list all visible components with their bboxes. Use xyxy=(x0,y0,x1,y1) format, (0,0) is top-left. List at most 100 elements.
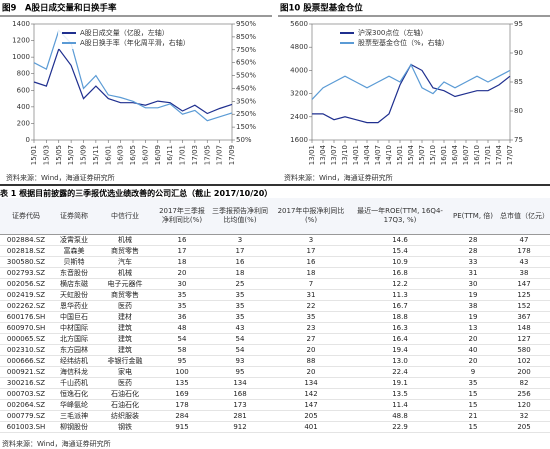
table-cell: 35 xyxy=(448,377,498,389)
y-tick-label: 4000 xyxy=(290,66,308,74)
table-cell: 16.8 xyxy=(352,267,448,279)
table-cell: 32 xyxy=(498,410,550,422)
table-row: 000666.SZ 经纬纺机 非银行金融 95 93 88 13.0 20 102 xyxy=(0,355,550,367)
legend-label: 沪深300点位（左轴） xyxy=(358,28,427,37)
table-cell: 135 xyxy=(154,377,210,389)
y2-tick-label: 850% xyxy=(236,33,256,41)
table-cell: 15 xyxy=(448,399,498,411)
y-tick-label: 0 xyxy=(26,136,30,144)
x-tick-label: 17/09 xyxy=(228,145,236,165)
header-cell: 2017年中报净利同比(%) xyxy=(270,198,352,235)
header-cell: PE(TTM, 倍) xyxy=(448,198,498,235)
x-tick-label: 16/01 xyxy=(440,145,448,165)
x-tick-label: 17/01 xyxy=(179,145,187,165)
x-tick-label: 17/04 xyxy=(495,144,503,165)
y-tick-label: 4800 xyxy=(290,43,308,51)
table-cell: 43 xyxy=(210,322,270,334)
y-tick-label: 1400 xyxy=(12,20,30,28)
x-tick-label: 15/11 xyxy=(92,145,100,165)
table-cell: 建材 xyxy=(96,311,154,323)
x-tick-label: 13/07 xyxy=(330,145,338,165)
table-cell: 16.3 xyxy=(352,322,448,334)
table-cell: 7 xyxy=(270,278,352,290)
table-row: 000921.SZ 海信科龙 家电 100 95 20 22.4 9 200 xyxy=(0,366,550,378)
table-cell: 35 xyxy=(270,311,352,323)
table-cell: 22.4 xyxy=(352,366,448,378)
table-cell: 173 xyxy=(210,399,270,411)
table-cell: 600176.SH xyxy=(0,311,52,323)
x-tick-label: 17/07 xyxy=(216,145,224,165)
table-cell: 北方国际 xyxy=(52,333,96,345)
y2-tick-label: 80 xyxy=(514,107,523,115)
table-cell: 48 xyxy=(154,322,210,334)
table-row: 002793.SZ 东音股份 机械 20 18 18 16.8 31 38 xyxy=(0,267,550,279)
y2-tick-label: 250% xyxy=(236,110,256,118)
table-cell: 35 xyxy=(154,289,210,301)
legend-box xyxy=(336,27,484,49)
table-cell: 200 xyxy=(498,366,550,378)
table-cell: 000065.SZ xyxy=(0,333,52,345)
table-cell: 纺织服装 xyxy=(96,410,154,422)
table-cell: 14.6 xyxy=(352,234,448,246)
table-cell: 建筑 xyxy=(96,344,154,356)
y2-tick-label: 350% xyxy=(236,97,256,105)
table-cell: 19 xyxy=(448,289,498,301)
table-cell: 18 xyxy=(270,267,352,279)
x-tick-label: 15/07 xyxy=(67,145,75,165)
x-tick-label: 15/07 xyxy=(418,145,426,165)
table-cell: 15 xyxy=(448,421,498,433)
x-tick-label: 17/05 xyxy=(203,145,211,165)
table-cell: 非银行金融 xyxy=(96,355,154,367)
table-cell: 22.9 xyxy=(352,421,448,433)
y-tick-label: 600 xyxy=(17,86,30,94)
y2-tick-label: 95 xyxy=(514,20,523,28)
table-cell: 天虹股份 xyxy=(52,289,96,301)
table-cell: 256 xyxy=(498,388,550,400)
table-cell: 35 xyxy=(154,300,210,312)
table-cell: 95 xyxy=(154,355,210,367)
table-cell: 915 xyxy=(154,421,210,433)
table-cell: 13.5 xyxy=(352,388,448,400)
table-cell: 54 xyxy=(210,344,270,356)
table-cell: 127 xyxy=(498,333,550,345)
table-cell: 35 xyxy=(210,289,270,301)
chart-title: 图10 股票型基金仓位 xyxy=(280,3,363,14)
table-cell: 20 xyxy=(270,344,352,356)
x-tick-label: 16/09 xyxy=(154,145,162,165)
table-cell: 19 xyxy=(448,311,498,323)
table-cell: 中材国际 xyxy=(52,322,96,334)
legend-label: 股票型基金仓位（%，右轴） xyxy=(358,38,449,47)
table-cell: 178 xyxy=(154,399,210,411)
table-cell: 147 xyxy=(498,278,550,290)
legend-box xyxy=(58,27,206,49)
table-cell: 千山药机 xyxy=(52,377,96,389)
y-tick-label: 200 xyxy=(17,119,30,127)
table-cell: 建筑 xyxy=(96,322,154,334)
table-cell: 16.4 xyxy=(352,333,448,345)
table-cell: 601003.SH xyxy=(0,421,52,433)
table-cell: 机械 xyxy=(96,267,154,279)
table-cell: 28 xyxy=(448,234,498,246)
legend-label: A股日成交量（亿股，左轴） xyxy=(80,28,169,37)
table-cell: 000921.SZ xyxy=(0,366,52,378)
table-cell: 医药 xyxy=(96,377,154,389)
table-source: 资料来源：Wind，海通证券研究所 xyxy=(2,440,111,448)
table-cell: 002310.SZ xyxy=(0,344,52,356)
x-tick-label: 13/01 xyxy=(308,145,316,165)
table-cell: 300580.SZ xyxy=(0,256,52,268)
table-cell: 横店东磁 xyxy=(52,278,96,290)
table-cell: 002064.SZ xyxy=(0,399,52,411)
table-cell: 18.8 xyxy=(352,311,448,323)
y-tick-label: 1200 xyxy=(12,37,30,45)
x-tick-label: 16/07 xyxy=(141,145,149,165)
table-cell: 22 xyxy=(270,300,352,312)
table-cell: 152 xyxy=(498,300,550,312)
y-tick-label: 800 xyxy=(17,70,30,78)
table-cell: 134 xyxy=(270,377,352,389)
table-cell: 36 xyxy=(154,311,210,323)
table-cell: 205 xyxy=(270,410,352,422)
table-row: 002064.SZ 华峰氨纶 石油石化 178 173 147 11.4 15 120 xyxy=(0,399,550,411)
table-cell: 147 xyxy=(270,399,352,411)
table-cell: 钢铁 xyxy=(96,421,154,433)
y2-tick-label: 150% xyxy=(236,123,256,131)
